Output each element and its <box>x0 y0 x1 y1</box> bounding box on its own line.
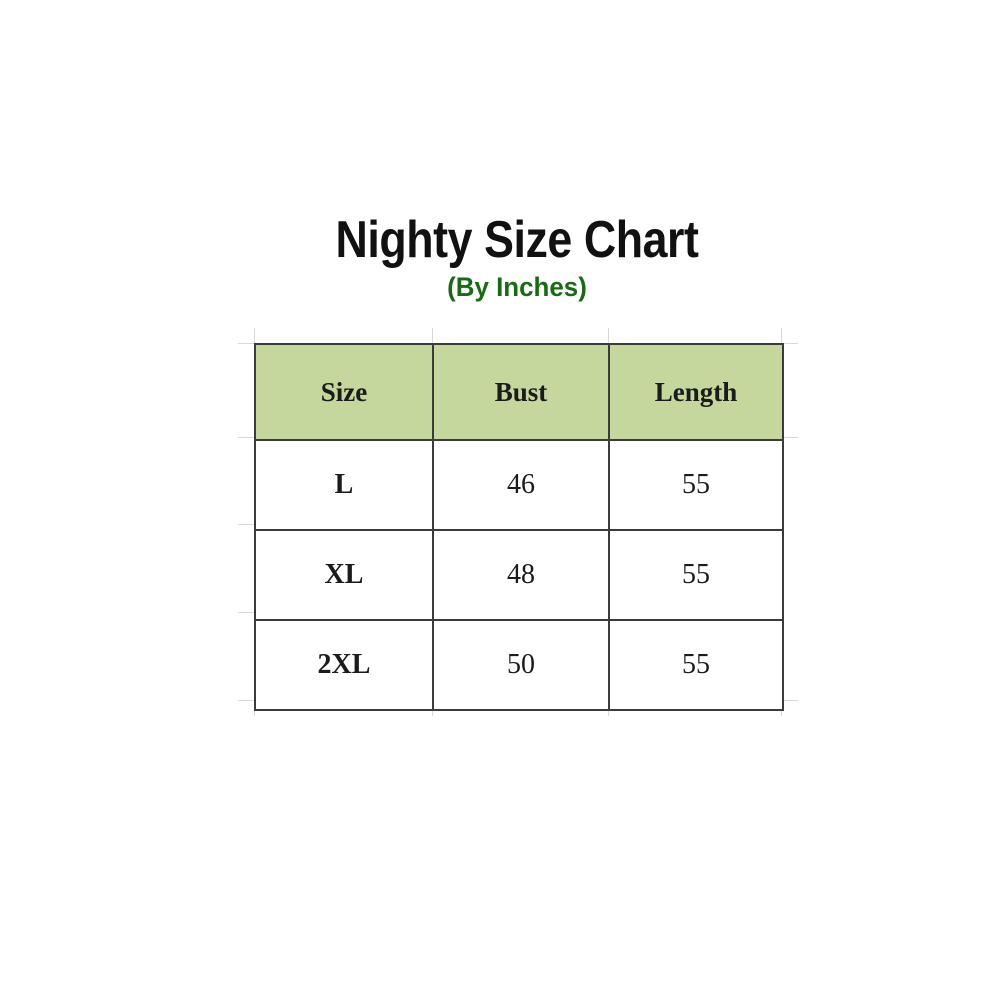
column-header-size: Size <box>254 343 434 441</box>
gridline-stub-left-header <box>238 437 256 438</box>
gridline-stub-col3-top <box>608 328 609 344</box>
size-chart-table: Size Bust Length L 46 55 XL 48 55 2XL 50… <box>254 343 784 711</box>
page-title: Nighty Size Chart <box>335 211 699 269</box>
title-block: Nighty Size Chart (By Inches) <box>0 212 1000 302</box>
gridline-stub-col4-top <box>781 328 782 344</box>
cell-size: L <box>254 439 434 531</box>
gridline-stub-left-row2 <box>238 612 256 613</box>
cell-size: XL <box>254 529 434 621</box>
cell-bust: 48 <box>432 529 610 621</box>
gridline-stub-right-bottom <box>780 700 798 701</box>
cell-length: 55 <box>608 439 784 531</box>
column-header-bust: Bust <box>432 343 610 441</box>
cell-length: 55 <box>608 619 784 711</box>
table-header: Size Bust Length <box>254 343 784 441</box>
gridline-stub-col1-top <box>254 328 255 344</box>
cell-bust: 50 <box>432 619 610 711</box>
gridline-stub-top-left <box>238 343 256 344</box>
table-body: L 46 55 XL 48 55 2XL 50 55 <box>254 439 784 711</box>
cell-length: 55 <box>608 529 784 621</box>
table-row: L 46 55 <box>254 439 784 531</box>
gridline-stub-top-right <box>780 343 798 344</box>
cell-size: 2XL <box>254 619 434 711</box>
column-header-length: Length <box>608 343 784 441</box>
table-row: XL 48 55 <box>254 529 784 621</box>
table-header-row: Size Bust Length <box>254 343 784 441</box>
gridline-stub-right-header <box>780 437 798 438</box>
table-row: 2XL 50 55 <box>254 619 784 711</box>
gridline-stub-left-row1 <box>238 524 256 525</box>
cell-bust: 46 <box>432 439 610 531</box>
gridline-stub-left-bottom <box>238 700 256 701</box>
gridline-stub-col2-top <box>432 328 433 344</box>
page-subtitle: (By Inches) <box>447 272 587 302</box>
